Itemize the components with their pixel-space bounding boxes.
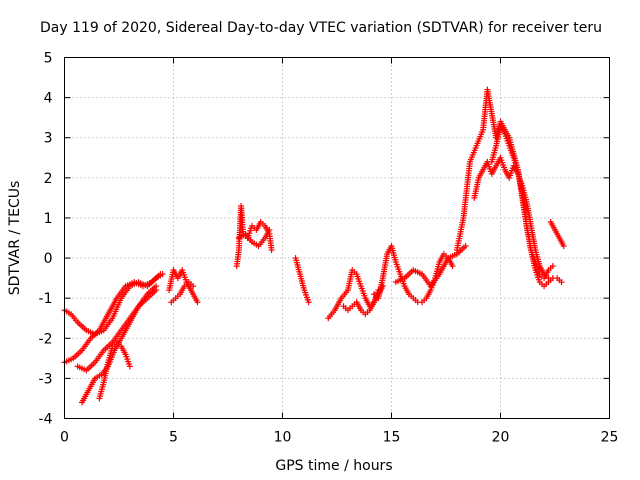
data-points bbox=[61, 86, 567, 406]
y-tick-label: -1 bbox=[39, 291, 53, 307]
ticks bbox=[64, 57, 610, 419]
data-point bbox=[266, 226, 273, 233]
x-tick-label: 0 bbox=[60, 430, 69, 446]
x-axis-label: GPS time / hours bbox=[275, 458, 392, 474]
x-tick-label: 10 bbox=[274, 430, 292, 446]
data-point bbox=[190, 283, 197, 290]
data-point bbox=[558, 279, 565, 286]
y-axis-label: SDTVAR / TECUs bbox=[7, 181, 23, 296]
data-point bbox=[462, 243, 469, 250]
data-point bbox=[153, 287, 160, 294]
data-point bbox=[305, 299, 312, 306]
data-point bbox=[549, 263, 556, 270]
grid bbox=[64, 57, 610, 419]
y-tick-label: 1 bbox=[44, 211, 53, 227]
chart-title: Day 119 of 2020, Sidereal Day-to-day VTE… bbox=[40, 20, 602, 36]
plot-frame bbox=[64, 57, 610, 419]
data-point bbox=[268, 247, 275, 254]
tick-labels: 0 5 10 15 20 25 -4 -3 -2 -1 0 1 2 3 4 5 bbox=[39, 51, 619, 446]
data-point bbox=[449, 263, 456, 270]
x-tick-label: 5 bbox=[169, 430, 178, 446]
y-tick-label: -4 bbox=[39, 412, 53, 428]
data-point bbox=[126, 363, 133, 370]
y-tick-label: 2 bbox=[44, 171, 53, 187]
data-point bbox=[194, 299, 201, 306]
data-point bbox=[560, 243, 567, 250]
x-tick-label: 15 bbox=[383, 430, 401, 446]
data-point bbox=[157, 271, 164, 278]
y-tick-label: -3 bbox=[39, 371, 53, 387]
y-tick-label: 4 bbox=[44, 91, 53, 107]
y-tick-label: 0 bbox=[44, 251, 53, 267]
y-tick-label: -2 bbox=[39, 331, 53, 347]
y-tick-label: 5 bbox=[44, 51, 53, 67]
x-tick-label: 25 bbox=[601, 430, 619, 446]
y-tick-label: 3 bbox=[44, 131, 53, 147]
x-tick-label: 20 bbox=[492, 430, 510, 446]
